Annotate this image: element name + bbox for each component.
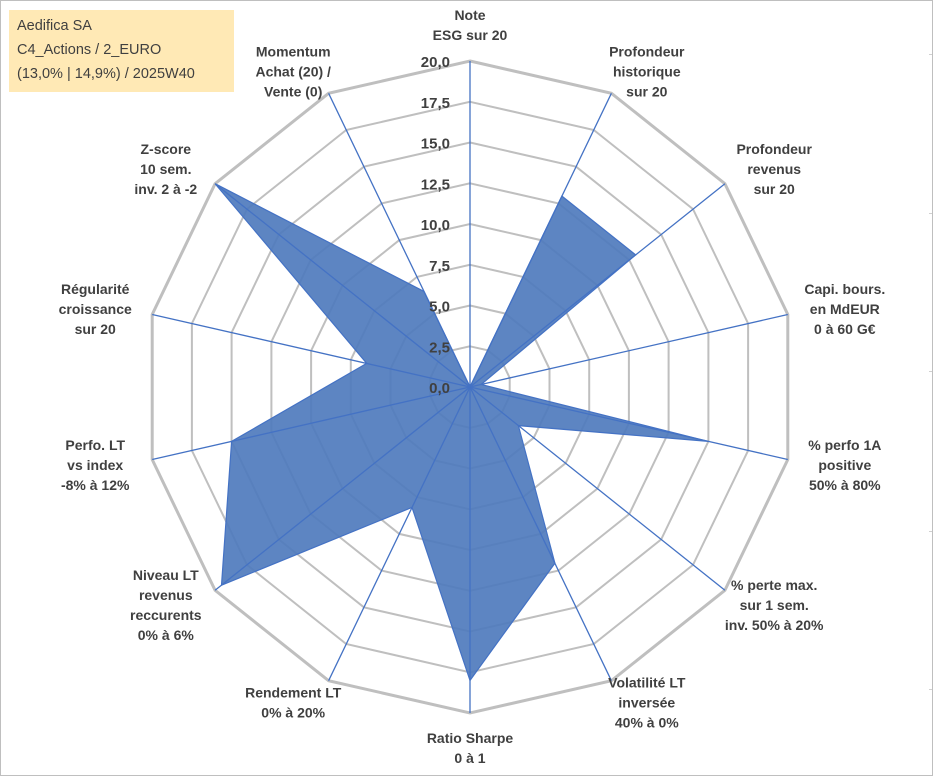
tick-label: 2,5 — [429, 339, 450, 356]
axis-label: Rendement LT 0% à 20% — [245, 684, 342, 720]
axis-label-line: reccurents — [130, 607, 202, 623]
data-area — [214, 183, 709, 682]
axis-label-line: Z-score — [141, 141, 192, 157]
data-area-layer — [214, 183, 709, 682]
axis-label-line: Profondeur — [736, 141, 812, 157]
axis-label: Régularité croissance sur 20 — [59, 281, 132, 337]
axis-label: Z-score 10 sem. inv. 2 à -2 — [134, 141, 197, 197]
axis-label: Volatilité LT inversée 40% à 0% — [608, 674, 686, 730]
axis-label-line: 0 à 1 — [454, 750, 485, 766]
axis-label-line: Volatilité LT — [608, 674, 686, 690]
company-name: Aedifica SA — [17, 18, 92, 34]
axis-label-line: inv. 2 à -2 — [134, 181, 197, 197]
tick-label: 17,5 — [421, 95, 450, 112]
axis-label-line: croissance — [59, 301, 132, 317]
axis-label-line: positive — [818, 457, 871, 473]
axis-label-line: Note — [454, 7, 485, 23]
axis-label-line: 50% à 80% — [809, 477, 881, 493]
axis-label-line: revenus — [747, 161, 801, 177]
axis-label-line: 0% à 6% — [138, 627, 195, 643]
spoke-layer — [152, 61, 788, 713]
axis-label: Ratio Sharpe 0 à 1 — [427, 730, 514, 766]
axis-label-line: sur 20 — [626, 84, 667, 100]
axis-spoke — [469, 386, 788, 461]
axis-label-line: Perfo. LT — [65, 437, 125, 453]
axis-label-line: % perte max. — [731, 577, 817, 593]
right-edge-mark — [929, 213, 932, 214]
axis-spoke — [328, 386, 471, 681]
axis-label-line: ESG sur 20 — [433, 27, 508, 43]
tick-label: 5,0 — [429, 299, 450, 316]
tick-label-layer: 0,0 2,5 5,0 7,5 10,0 12,5 15,0 17,5 20,0 — [421, 54, 450, 397]
right-edge-mark — [929, 54, 932, 55]
axis-label-line: Momentum — [256, 44, 331, 60]
axis-spoke — [469, 183, 726, 388]
axis-label-line: Régularité — [61, 281, 130, 297]
tick-label: 10,0 — [421, 217, 450, 234]
axis-spoke — [214, 183, 471, 388]
axis-spoke — [328, 93, 471, 388]
right-edge-mark — [929, 689, 932, 690]
axis-label-line: sur 20 — [754, 181, 795, 197]
axis-label: % perfo 1A positive 50% à 80% — [808, 437, 881, 493]
axis-spoke — [152, 313, 471, 388]
axis-label-line: -8% à 12% — [61, 477, 130, 493]
axis-label-line: 0% à 20% — [261, 704, 325, 720]
axis-spoke — [469, 313, 788, 388]
axis-label: Niveau LT revenus reccurents 0% à 6% — [130, 567, 202, 643]
axis-label-line: Rendement LT — [245, 684, 342, 700]
axis-label-line: Ratio Sharpe — [427, 730, 514, 746]
axis-label-line: 0 à 60 G€ — [814, 321, 876, 337]
axis-label-line: historique — [613, 64, 681, 80]
axis-label-line: % perfo 1A — [808, 437, 881, 453]
tick-label: 20,0 — [421, 54, 450, 71]
tick-label: 0,0 — [429, 380, 450, 397]
axis-label-line: en MdEUR — [810, 301, 880, 317]
axis-label: Note ESG sur 20 — [433, 7, 508, 43]
axis-spoke — [469, 386, 612, 681]
tick-label: 12,5 — [421, 176, 450, 193]
category-line: C4_Actions / 2_EURO — [17, 42, 162, 58]
stats-line: (13,0% | 14,9%) / 2025W40 — [17, 66, 195, 82]
axis-label: % perte max. sur 1 sem. inv. 50% à 20% — [725, 577, 824, 633]
axis-label-line: Niveau LT — [133, 567, 199, 583]
axis-label: Profondeur revenus sur 20 — [736, 141, 812, 197]
axis-label-line: vs index — [67, 457, 123, 473]
axis-label: Profondeur historique sur 20 — [609, 44, 685, 100]
axis-label-line: inversée — [618, 694, 675, 710]
axis-label-line: sur 20 — [75, 321, 116, 337]
axis-label: Perfo. LT vs index -8% à 12% — [61, 437, 130, 493]
axis-spoke — [152, 386, 471, 461]
axis-label-layer: Note ESG sur 20 Profondeur historique sur 20… — [59, 7, 886, 766]
axis-label-line: Capi. bours. — [804, 281, 885, 297]
axis-spoke — [469, 386, 726, 591]
axis-label-line: inv. 50% à 20% — [725, 617, 824, 633]
axis-spoke — [469, 93, 612, 388]
axis-label-line: sur 1 sem. — [740, 597, 809, 613]
axis-label-line: 10 sem. — [140, 161, 191, 177]
axis-label-line: Vente (0) — [264, 84, 322, 100]
info-box: Aedifica SA C4_Actions / 2_EURO (13,0% |… — [9, 10, 234, 92]
axis-label: Capi. bours. en MdEUR 0 à 60 G€ — [804, 281, 885, 337]
axis-label-line: Profondeur — [609, 44, 685, 60]
tick-label: 15,0 — [421, 136, 450, 153]
right-edge-mark — [929, 371, 932, 372]
tick-label: 7,5 — [429, 258, 450, 275]
axis-label: Momentum Achat (20) / Vente (0) — [255, 44, 331, 100]
axis-label-line: 40% à 0% — [615, 714, 679, 730]
axis-label-line: Achat (20) / — [255, 64, 331, 80]
axis-spoke — [214, 386, 471, 591]
right-edge-mark — [929, 531, 932, 532]
axis-label-line: revenus — [139, 587, 193, 603]
